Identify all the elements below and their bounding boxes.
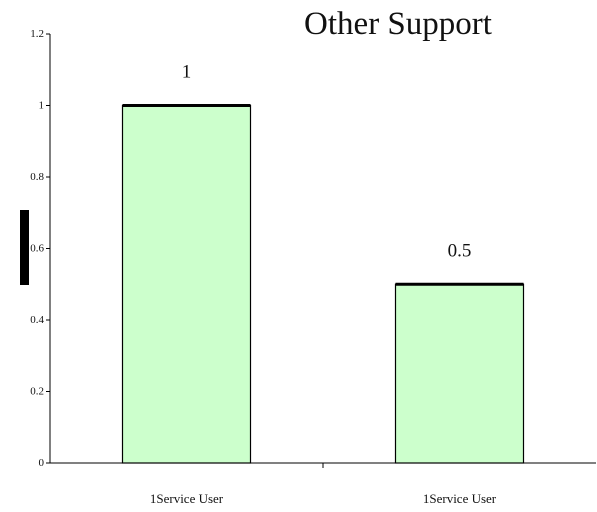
y-tick-label: 0.8 [30,171,44,183]
bar-data-label: 1 [182,62,192,83]
y-tick-label: 1 [39,100,45,112]
x-category-label: 1Service User [150,491,224,506]
bars: 10.5 [121,62,525,464]
y-tick-label: 0.4 [30,314,44,326]
bar-data-label: 0.5 [448,240,472,261]
y-tick-label: 0 [39,457,45,469]
x-category-label: 1Service User [423,491,497,506]
ylabel-marker [20,210,29,285]
chart-title: Other Support [304,6,492,42]
y-axis-ticks: 0 0.2 0.4 0.6 0.8 1 1.2 [30,28,51,469]
y-tick-label: 0.2 [30,386,44,398]
y-tick-label: 1.2 [30,28,44,40]
bar [121,104,252,464]
bar [394,283,525,464]
y-tick-label: 0.6 [30,243,44,255]
x-axis: 1Service User 1Service User [50,462,596,506]
